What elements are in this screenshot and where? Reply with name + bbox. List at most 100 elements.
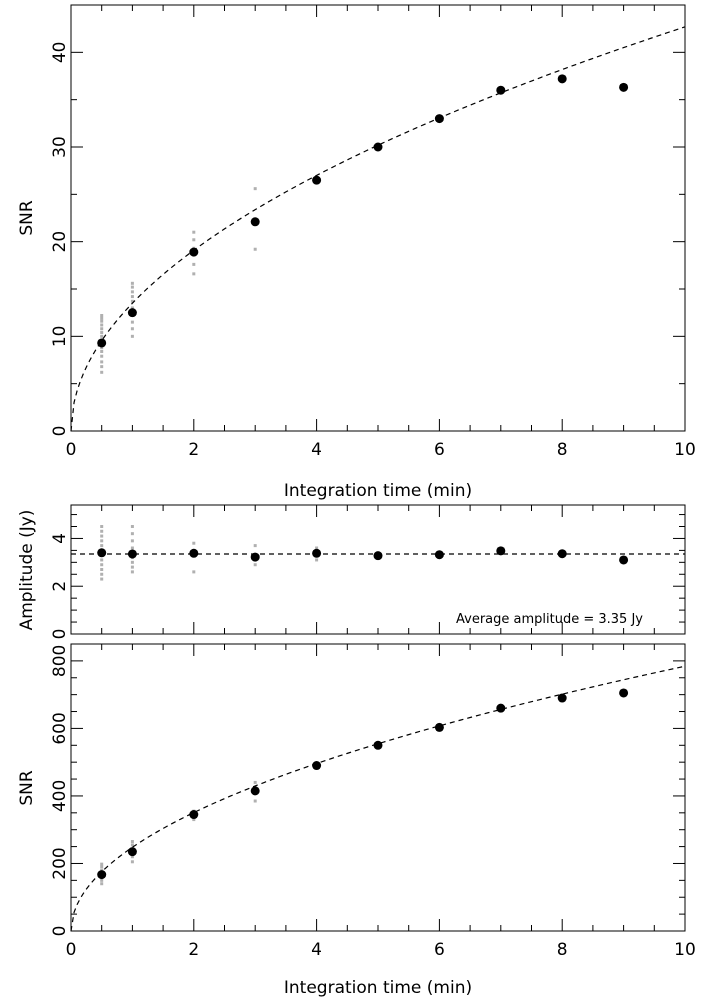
middle-mean-point [373, 551, 383, 561]
top-mean-point [312, 175, 322, 185]
middle-mean-point [496, 546, 506, 556]
bottom-x-tick-label: 4 [311, 940, 322, 960]
top-individual-point [100, 327, 104, 331]
average-amplitude-annotation: Average amplitude = 3.35 Jy [456, 612, 643, 627]
bottom-mean-point [557, 693, 567, 703]
bottom-y-tick-label: 400 [50, 780, 70, 812]
middle-individual-point [100, 539, 104, 543]
top-individual-point [100, 323, 104, 327]
middle-individual-point [100, 534, 104, 538]
middle-y-axis-label: Amplitude (Jy) [17, 510, 37, 631]
middle-y-tick-label: 0 [50, 629, 70, 640]
bottom-individual-point [130, 843, 134, 847]
middle-individual-point [100, 544, 104, 548]
bottom-panel-marks [70, 665, 686, 932]
middle-mean-point [97, 548, 107, 558]
top-individual-point [130, 295, 134, 299]
top-panel-ticks: 0 2 4 6 8 10 0 10 20 30 40 [50, 4, 696, 460]
top-x-tick-label: 8 [557, 440, 568, 460]
middle-individual-point [100, 568, 104, 571]
top-mean-point [97, 338, 107, 348]
top-x-tick-label: 6 [434, 440, 445, 460]
middle-panel-amplitude: 0 2 4 Amplitude (Jy) Average amplitude = 3… [17, 504, 686, 640]
middle-individual-point [315, 546, 319, 550]
middle-individual-point [130, 546, 134, 550]
top-individual-point [100, 331, 104, 335]
bottom-x-tick-label: 0 [66, 940, 77, 960]
top-individual-point [192, 238, 196, 242]
top-y-tick-label: 10 [50, 326, 70, 348]
top-mean-point [496, 85, 506, 95]
bottom-y-tick-label: 200 [50, 847, 70, 879]
middle-mean-point [619, 555, 629, 565]
bottom-mean-point [250, 786, 260, 796]
top-individual-point [130, 334, 134, 338]
middle-individual-point [130, 525, 134, 528]
bottom-individual-point [100, 865, 104, 869]
middle-mean-point [127, 549, 137, 559]
bottom-mean-point [312, 761, 322, 771]
top-individual-point [100, 370, 104, 374]
middle-individual-point [253, 544, 257, 548]
top-mean-point [434, 114, 444, 124]
top-y-axis-label: SNR [17, 200, 37, 236]
middle-individual-point [100, 577, 104, 581]
middle-individual-point [315, 558, 319, 562]
middle-mean-point [557, 549, 567, 559]
bottom-individual-point [130, 840, 134, 844]
top-individual-point [100, 346, 104, 350]
middle-individual-point [192, 541, 196, 545]
top-panel-marks [70, 26, 686, 432]
top-individual-point [130, 290, 134, 294]
middle-mean-point [312, 548, 322, 558]
top-individual-point [130, 299, 134, 303]
top-mean-point [189, 247, 199, 257]
middle-individual-point [130, 570, 134, 574]
bottom-x-tick-label: 10 [674, 940, 696, 960]
top-x-tick-label: 2 [188, 440, 199, 460]
bottom-individual-point [253, 780, 257, 784]
middle-mean-point [250, 552, 260, 562]
middle-individual-point [100, 525, 104, 528]
top-individual-point [253, 247, 257, 251]
bottom-mean-point [373, 740, 383, 750]
top-y-tick-label: 40 [50, 42, 70, 64]
bottom-y-tick-label: 800 [50, 645, 70, 677]
top-y-tick-label: 20 [50, 231, 70, 253]
top-mean-point [557, 74, 567, 84]
top-individual-point [130, 320, 134, 324]
middle-individual-point [100, 563, 104, 567]
middle-individual-point [130, 560, 134, 564]
bottom-x-axis-label: Integration time (min) [284, 978, 472, 998]
bottom-x-tick-label: 8 [557, 940, 568, 960]
top-individual-point [253, 187, 257, 191]
top-x-axis-label: Integration time (min) [284, 481, 472, 501]
middle-mean-point [189, 548, 199, 558]
top-individual-point [192, 230, 196, 234]
bottom-y-axis-label: SNR [17, 770, 37, 806]
top-individual-point [100, 314, 104, 318]
bottom-individual-point [253, 799, 257, 803]
top-individual-point [100, 360, 104, 364]
bottom-individual-point [100, 862, 104, 866]
bottom-mean-point [189, 810, 199, 820]
top-individual-point [100, 354, 104, 358]
middle-individual-point [100, 558, 104, 562]
top-panel-frame [70, 4, 686, 432]
bottom-mean-point [97, 870, 107, 880]
top-individual-point [100, 319, 104, 323]
bottom-panel-ticks: 0 2 4 6 8 10 0 200 400 600 800 [50, 643, 696, 960]
bottom-y-tick-label: 600 [50, 712, 70, 744]
bottom-mean-point [496, 703, 506, 713]
middle-individual-point [253, 563, 257, 567]
bottom-y-tick-label: 0 [50, 926, 70, 937]
top-mean-point [373, 142, 383, 152]
top-individual-point [130, 327, 134, 331]
top-individual-point [192, 272, 196, 276]
bottom-mean-point [434, 722, 444, 732]
middle-individual-point [100, 572, 104, 576]
middle-y-tick-label: 2 [50, 581, 70, 592]
top-mean-point [127, 308, 137, 318]
